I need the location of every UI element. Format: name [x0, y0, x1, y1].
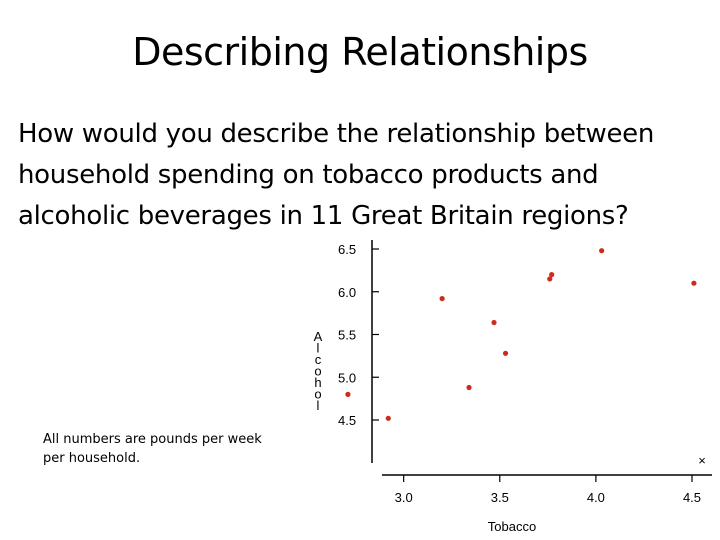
y-tick-label: 6.0 — [338, 285, 356, 300]
y-tick-label: 4.5 — [338, 413, 356, 428]
data-point — [345, 391, 351, 397]
data-point — [491, 319, 497, 326]
data-points — [345, 248, 697, 421]
data-point — [466, 384, 472, 391]
data-point — [385, 415, 391, 421]
x-tick-label: 4.0 — [587, 490, 605, 505]
scatter-plot: 6.5 6.0 5.5 5.0 4.5 3.0 3.5 4.0 4.5 Tobacco A l c o h o… — [314, 240, 712, 534]
data-point — [547, 276, 553, 282]
data-point — [599, 248, 605, 254]
data-point — [439, 295, 445, 302]
units-note: All numbers are pounds per week per hous… — [43, 432, 262, 466]
data-point — [549, 272, 555, 278]
data-point — [502, 350, 509, 356]
x-tick-label: 4.5 — [683, 490, 701, 505]
data-point — [691, 280, 697, 286]
question-text: How would you describe the relationship … — [18, 119, 655, 231]
axes: 6.5 6.0 5.5 5.0 4.5 3.0 3.5 4.0 4.5 Tobacco A l c o h o… — [314, 240, 712, 534]
y-tick-label: 5.0 — [338, 370, 356, 385]
corner-x-marker: × — [698, 453, 706, 468]
x-tick-label: 3.0 — [395, 490, 413, 505]
y-tick-label: 5.5 — [338, 328, 356, 343]
slide-title: Describing Relationships — [132, 30, 588, 74]
y-tick-label: 6.5 — [338, 242, 356, 257]
x-axis-title: Tobacco — [488, 519, 536, 534]
x-tick-label: 3.5 — [491, 490, 509, 505]
